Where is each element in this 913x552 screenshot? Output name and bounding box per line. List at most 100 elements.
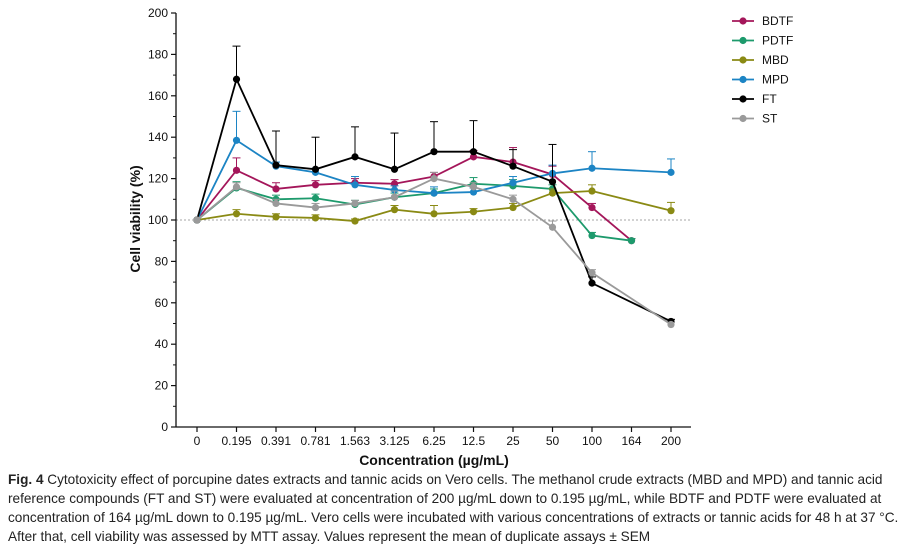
x-tick-label: 6.25 — [422, 434, 446, 448]
x-tick-label: 3.125 — [379, 434, 409, 448]
x-tick-label: 1.563 — [340, 434, 370, 448]
data-point — [351, 153, 359, 161]
data-point — [351, 199, 359, 208]
series-st — [193, 171, 675, 329]
series-line — [196, 155, 633, 242]
data-point — [548, 223, 557, 231]
legend-item-mpd: MPD — [732, 73, 789, 87]
y-tick-label: 140 — [148, 130, 168, 144]
data-point — [272, 199, 280, 208]
legend: BDTF PDTF MBD MPD FT ST — [732, 14, 793, 126]
y-tick-label: 80 — [155, 254, 169, 268]
data-point — [390, 206, 399, 214]
x-tick-label: 12.5 — [462, 434, 486, 448]
data-point — [311, 214, 320, 222]
data-point — [469, 183, 478, 191]
series-line — [196, 190, 672, 222]
data-point — [272, 213, 280, 221]
x-tick-label: 100 — [582, 434, 602, 448]
data-point — [272, 185, 280, 193]
data-point — [311, 203, 320, 212]
legend-label: ST — [762, 112, 778, 126]
legend-item-pdtf: PDTF — [732, 34, 793, 48]
data-point — [588, 203, 596, 212]
data-point — [469, 148, 478, 156]
data-point — [272, 161, 280, 169]
y-tick-label: 40 — [155, 337, 169, 351]
data-point — [311, 181, 320, 189]
legend-swatch-marker — [739, 56, 747, 64]
data-point — [509, 179, 517, 187]
data-point — [232, 166, 241, 174]
legend-label: PDTF — [762, 34, 793, 48]
x-tick-label: 0.391 — [261, 434, 291, 448]
data-point — [351, 217, 359, 225]
y-tick-label: 200 — [148, 6, 168, 20]
data-point — [588, 187, 596, 195]
series-line — [196, 76, 672, 323]
data-point — [232, 183, 241, 191]
caption-text: Cytotoxicity effect of porcupine dates e… — [8, 472, 899, 544]
data-point — [469, 208, 478, 216]
data-point — [311, 165, 320, 173]
y-tick-label: 60 — [155, 296, 169, 310]
data-point — [627, 237, 636, 245]
y-tick-label: 120 — [148, 172, 168, 186]
y-tick-label: 180 — [148, 47, 168, 61]
legend-label: MBD — [762, 53, 789, 67]
legend-swatch-marker — [739, 114, 747, 123]
figure-label: Fig. 4 — [8, 472, 44, 487]
x-tick-label: 164 — [621, 434, 641, 448]
legend-item-st: ST — [732, 112, 778, 126]
legend-item-mbd: MBD — [732, 53, 789, 67]
series-line — [196, 138, 672, 221]
x-tick-label: 200 — [661, 434, 681, 448]
data-point — [667, 168, 675, 176]
y-tick-layer: 0 20 40 60 80 100 120 140 160 180 200 — [148, 6, 176, 434]
data-point — [469, 153, 478, 161]
data-point — [390, 165, 399, 173]
x-tick-label: 0.781 — [300, 434, 330, 448]
data-point — [588, 279, 596, 287]
figure-caption: Fig. 4 Cytotoxicity effect of porcupine … — [8, 470, 908, 546]
series-line — [196, 177, 672, 326]
y-tick-label: 0 — [161, 420, 168, 434]
data-point — [588, 231, 596, 240]
data-point — [193, 216, 201, 224]
data-point — [469, 188, 478, 196]
data-point — [351, 181, 359, 189]
data-point — [430, 148, 438, 156]
data-point — [232, 210, 241, 218]
data-point — [509, 203, 517, 212]
y-axis-title: Cell viability (%) — [127, 165, 143, 272]
legend-label: MPD — [762, 73, 789, 87]
data-point — [430, 175, 438, 183]
y-tick-label: 160 — [148, 89, 168, 103]
data-point — [667, 320, 675, 329]
data-point — [430, 189, 438, 197]
data-point — [509, 162, 517, 170]
x-tick-label: 0 — [194, 434, 201, 448]
data-point — [588, 164, 596, 172]
series-ft — [193, 45, 675, 326]
data-point — [232, 75, 241, 83]
y-tick-label: 100 — [148, 213, 168, 227]
legend-label: FT — [762, 92, 777, 106]
legend-swatch-marker — [739, 17, 747, 25]
x-tick-label: 50 — [546, 434, 560, 448]
data-point — [509, 195, 517, 203]
x-tick-label: 0.195 — [221, 434, 251, 448]
data-point — [390, 193, 399, 201]
data-point — [430, 210, 438, 218]
legend-swatch-marker — [739, 95, 747, 103]
legend-item-bdtf: BDTF — [732, 14, 793, 28]
series-layer — [193, 45, 675, 329]
data-point — [548, 178, 557, 186]
data-point — [667, 207, 675, 215]
legend-item-ft: FT — [732, 92, 777, 106]
legend-swatch-marker — [739, 75, 747, 84]
data-point — [311, 194, 320, 202]
data-point — [390, 186, 399, 194]
legend-label: BDTF — [762, 14, 793, 28]
